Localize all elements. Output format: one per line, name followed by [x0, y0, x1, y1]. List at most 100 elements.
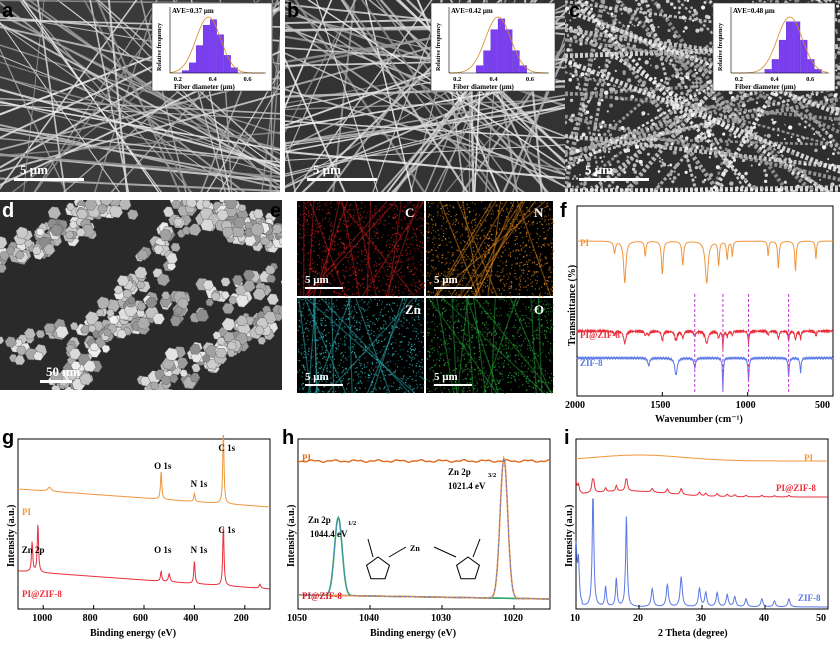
eds-pixel [323, 391, 325, 393]
eds-pixel [394, 316, 396, 318]
panel-label-c: c [569, 0, 581, 22]
eds-pixel [514, 345, 516, 347]
eds-pixel [321, 262, 323, 264]
bead [693, 75, 696, 78]
eds-pixel [395, 205, 397, 207]
eds-fiber [366, 201, 372, 297]
bead [593, 57, 596, 60]
eds-pixel [504, 285, 506, 287]
eds-pixel [389, 360, 391, 362]
bead [689, 111, 692, 115]
eds-pixel [397, 249, 399, 251]
eds-pixel [369, 333, 371, 335]
eds-pixel [389, 246, 391, 248]
eds-pixel [354, 319, 356, 322]
eds-pixel [315, 227, 318, 229]
eds-pixel [475, 271, 477, 273]
eds-pixel [524, 322, 527, 324]
eds-pixel [413, 250, 416, 252]
bead [571, 177, 575, 181]
eds-pixel [392, 310, 394, 312]
bead [609, 138, 612, 142]
eds-pixel [431, 347, 434, 349]
eds-pixel [449, 348, 451, 351]
eds-pixel [538, 288, 540, 290]
eds-pixel [325, 309, 327, 311]
eds-pixel [478, 356, 480, 358]
eds-pixel [477, 264, 479, 266]
eds-pixel [529, 254, 531, 256]
eds-pixel [487, 316, 489, 318]
eds-pixel [458, 321, 460, 323]
eds-pixel [317, 331, 319, 333]
bead [633, 170, 638, 174]
bead [575, 9, 580, 15]
eds-pixel [404, 216, 406, 218]
eds-pixel [526, 223, 528, 225]
bead [586, 172, 590, 176]
eds-pixel [353, 278, 355, 280]
eds-pixel [539, 254, 542, 256]
eds-pixel [452, 370, 454, 372]
zif8-crystal [0, 336, 5, 345]
eds-pixel [516, 302, 518, 304]
eds-pixel [540, 264, 542, 266]
eds-pixel [440, 207, 442, 210]
eds-pixel [446, 220, 448, 222]
eds-pixel [550, 328, 552, 330]
eds-pixel [500, 255, 502, 257]
eds-pixel [437, 353, 439, 355]
fiber [0, 1, 246, 192]
eds-pixel [473, 219, 476, 221]
eds-pixel [411, 358, 413, 360]
eds-pixel [525, 314, 527, 317]
eds-pixel [356, 267, 358, 270]
eds-pixel [338, 321, 340, 323]
eds-pixel [452, 300, 454, 302]
zif8-crystal [55, 325, 69, 339]
eds-pixel [515, 278, 517, 280]
eds-pixel [344, 305, 347, 307]
bead [616, 172, 621, 177]
eds-pixel [519, 232, 521, 234]
eds-pixel [304, 221, 306, 223]
eds-pixel [434, 323, 436, 325]
eds-pixel [492, 379, 494, 381]
zif8-crystal [226, 349, 236, 358]
eds-pixel [449, 359, 451, 361]
bead [694, 68, 697, 71]
eds-pixel [355, 355, 357, 357]
eds-pixel [340, 338, 342, 340]
bead [649, 64, 652, 67]
eds-pixel [371, 323, 374, 325]
eds-pixel [546, 326, 548, 328]
eds-pixel [519, 262, 521, 264]
zif8-crystal [150, 381, 159, 390]
eds-pixel [546, 337, 548, 339]
bead [599, 156, 602, 159]
zif8-crystal [66, 202, 75, 211]
eds-pixel [343, 274, 345, 277]
eds-pixel [353, 306, 355, 308]
eds-pixel [427, 257, 429, 259]
eds-pixel [372, 369, 375, 371]
bead [764, 173, 769, 177]
eds-pixel [305, 206, 307, 208]
eds-pixel [370, 332, 373, 334]
eds-pixel [374, 211, 376, 214]
eds-pixel [359, 218, 361, 220]
eds-pixel [341, 392, 343, 394]
eds-pixel [387, 361, 389, 363]
eds-pixel [457, 273, 459, 275]
eds-pixel [497, 382, 500, 384]
eds-pixel [467, 344, 469, 346]
eds-pixel [325, 267, 327, 269]
eds-pixel [370, 329, 373, 331]
eds-fiber [308, 201, 397, 297]
eds-pixel [322, 358, 324, 360]
eds-pixel [410, 356, 412, 358]
eds-pixel [305, 220, 308, 223]
bead [700, 106, 705, 111]
eds-pixel [517, 375, 519, 377]
bead [604, 47, 608, 52]
